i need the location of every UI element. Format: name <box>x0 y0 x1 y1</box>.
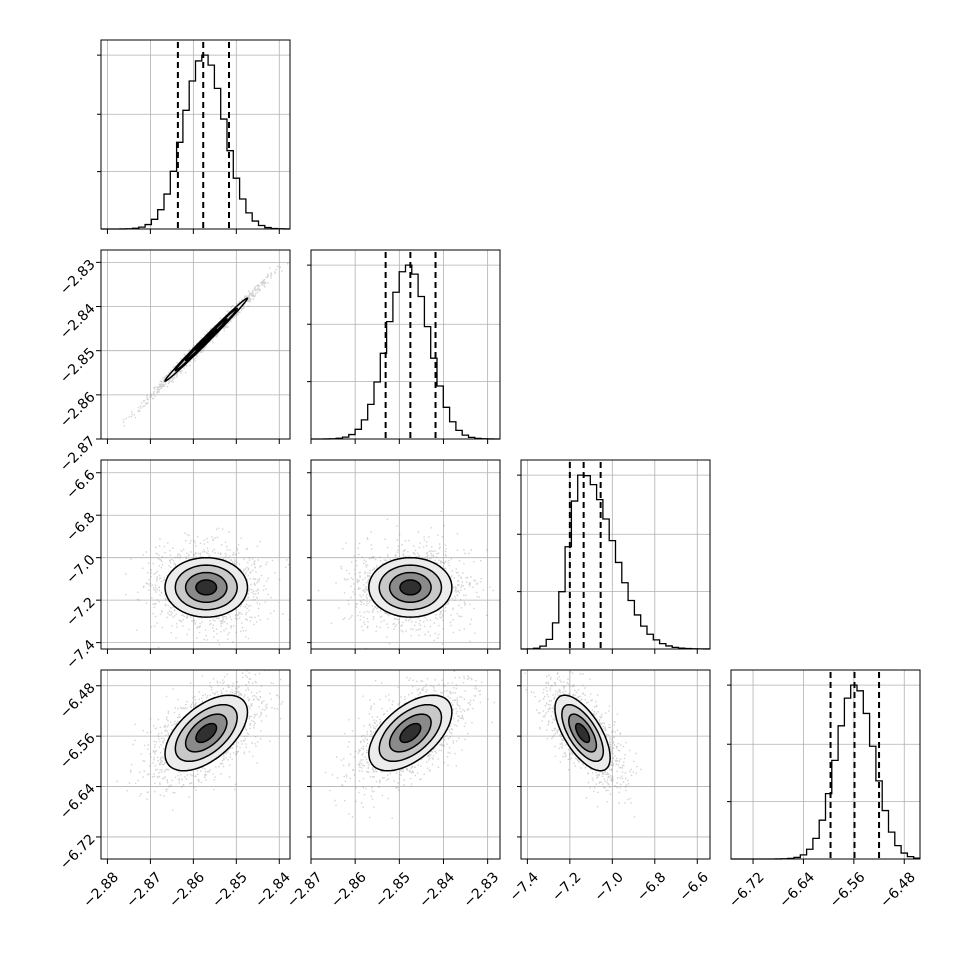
pair-panel-3-1 <box>310 669 501 860</box>
hist-panel-2-border <box>520 459 711 650</box>
y-tick-label-2-1: −7.2 <box>63 595 98 630</box>
hist-panel-1-border <box>310 249 501 440</box>
x-tick-label-0-2: −2.86 <box>166 869 208 911</box>
pair-panel-3-2-border <box>520 669 711 860</box>
y-tick-label-2-3: −6.8 <box>63 510 98 545</box>
x-tick-label-1-4: −2.83 <box>461 869 503 911</box>
x-tick-label-2-2: −7.0 <box>592 869 627 904</box>
pair-panel-3-0-contour-2 <box>184 713 228 753</box>
pair-panel-2-1-content <box>317 510 494 649</box>
pair-panel-3-2-density-3 <box>575 723 590 743</box>
hist-panel-0-step <box>101 54 290 230</box>
y-tick-label-1-3: −2.84 <box>57 301 99 343</box>
x-tick-label-2-0: −7.4 <box>507 869 542 904</box>
pair-panel-3-1-density-3 <box>400 723 421 743</box>
pair-panel-1-0-contour-2 <box>184 318 228 362</box>
pair-panel-3-0 <box>100 669 291 860</box>
pair-panel-1-0-bg <box>101 250 290 439</box>
y-tick-label-3-0: −6.72 <box>57 831 99 873</box>
y-tick-label-3-3: −6.48 <box>57 680 99 722</box>
pair-panel-3-2-content <box>524 670 642 818</box>
x-tick-label-1-3: −2.84 <box>416 869 458 911</box>
pair-panel-3-0-border <box>100 669 291 860</box>
pair-panel-3-0-contour-0 <box>164 694 249 772</box>
pair-panel-1-0-contour-1 <box>174 307 238 372</box>
pair-panel-2-0-contour-3 <box>195 579 218 596</box>
pair-panel-1-0-content <box>122 262 289 427</box>
pair-panel-3-2-bg <box>521 670 710 859</box>
pair-panel-3-1-contour-2 <box>388 713 432 753</box>
pair-panel-3-0-content <box>116 670 284 811</box>
pair-panel-2-0-content <box>125 527 290 649</box>
y-tick-label-3-1: −6.64 <box>57 781 99 823</box>
y-tick-label-1-1: −2.86 <box>57 389 99 431</box>
pair-panel-2-1-contour-3 <box>399 579 422 596</box>
hist-panel-1-bg <box>311 250 500 439</box>
y-tick-label-2-2: −7.0 <box>63 552 98 587</box>
hist-panel-3 <box>727 669 921 860</box>
pair-panel-2-1 <box>310 459 501 650</box>
pair-panel-2-1-border <box>310 459 501 650</box>
pair-panel-1-0 <box>100 249 291 440</box>
x-tick-label-0-1: −2.87 <box>123 869 165 911</box>
pair-panel-2-0-bg <box>101 460 290 649</box>
hist-panel-0-border <box>100 39 291 230</box>
pair-panel-1-0-contour-3 <box>195 328 218 351</box>
y-tick-label-1-4: −2.83 <box>57 257 99 299</box>
pair-panel-1-0-contour-0 <box>164 297 249 382</box>
pair-panel-3-1-border <box>310 669 501 860</box>
hist-panel-2 <box>517 459 711 650</box>
pair-panel-3-1-contour-0 <box>368 694 453 772</box>
pair-panel-3-0-contour-3 <box>195 722 218 744</box>
pair-panel-3-1-contour-1 <box>378 703 443 763</box>
pair-panel-2-1-contour-1 <box>378 564 443 611</box>
pair-panel-2-1-density-3 <box>400 580 421 595</box>
x-tick-label-2-1: −7.2 <box>549 869 584 904</box>
x-tick-label-2-3: −6.8 <box>634 869 669 904</box>
x-tick-label-1-2: −2.85 <box>372 869 414 911</box>
y-tick-label-1-0: −2.87 <box>57 433 99 475</box>
x-tick-label-3-0: −6.72 <box>726 869 768 911</box>
x-tick-label-0-0: −2.88 <box>80 869 122 911</box>
hist-panel-3-bg <box>731 670 920 859</box>
x-tick-label-3-2: −6.56 <box>827 869 869 911</box>
x-tick-label-1-1: −2.86 <box>328 869 370 911</box>
x-tick-label-1-0: −2.87 <box>284 869 326 911</box>
y-tick-label-1-2: −2.85 <box>57 345 99 387</box>
hist-panel-0 <box>97 39 291 230</box>
pair-panel-2-1-contour-0 <box>368 556 453 618</box>
x-tick-label-0-3: −2.85 <box>209 869 251 911</box>
y-tick-label-2-0: −7.4 <box>63 637 98 672</box>
hist-panel-1 <box>307 249 501 440</box>
pair-panel-3-2-contour-0 <box>554 694 611 772</box>
pair-panel-3-0-contour-1 <box>174 703 238 763</box>
hist-panel-3-border <box>730 669 921 860</box>
pair-panel-2-0-contour-0 <box>164 556 249 618</box>
pair-panel-3-0-density-3 <box>195 723 217 743</box>
hist-panel-2-step <box>521 474 710 650</box>
pair-panel-2-0-contour-1 <box>174 564 238 611</box>
x-tick-label-3-1: −6.64 <box>776 869 818 911</box>
pair-panel-2-0-contour-2 <box>184 571 228 604</box>
pair-panel-3-2-contour-3 <box>574 722 591 744</box>
pair-panel-2-0-density-3 <box>195 580 217 595</box>
pair-panel-3-2-contour-1 <box>561 703 605 763</box>
pair-panel-1-0-border <box>100 249 291 440</box>
x-tick-label-2-4: −6.6 <box>677 869 712 904</box>
pair-panel-3-1-contour-3 <box>399 722 422 744</box>
pair-panel-2-1-contour-2 <box>388 571 432 604</box>
pair-panel-3-2-contour-2 <box>568 713 598 753</box>
pair-panel-2-0-border <box>100 459 291 650</box>
x-tick-label-3-3: −6.48 <box>877 869 919 911</box>
pair-panel-3-2 <box>520 669 711 860</box>
pair-panel-2-0 <box>100 459 291 650</box>
hist-panel-1-step <box>311 264 500 440</box>
y-tick-label-3-2: −6.56 <box>57 730 99 772</box>
pair-panel-3-1-content <box>324 670 496 819</box>
